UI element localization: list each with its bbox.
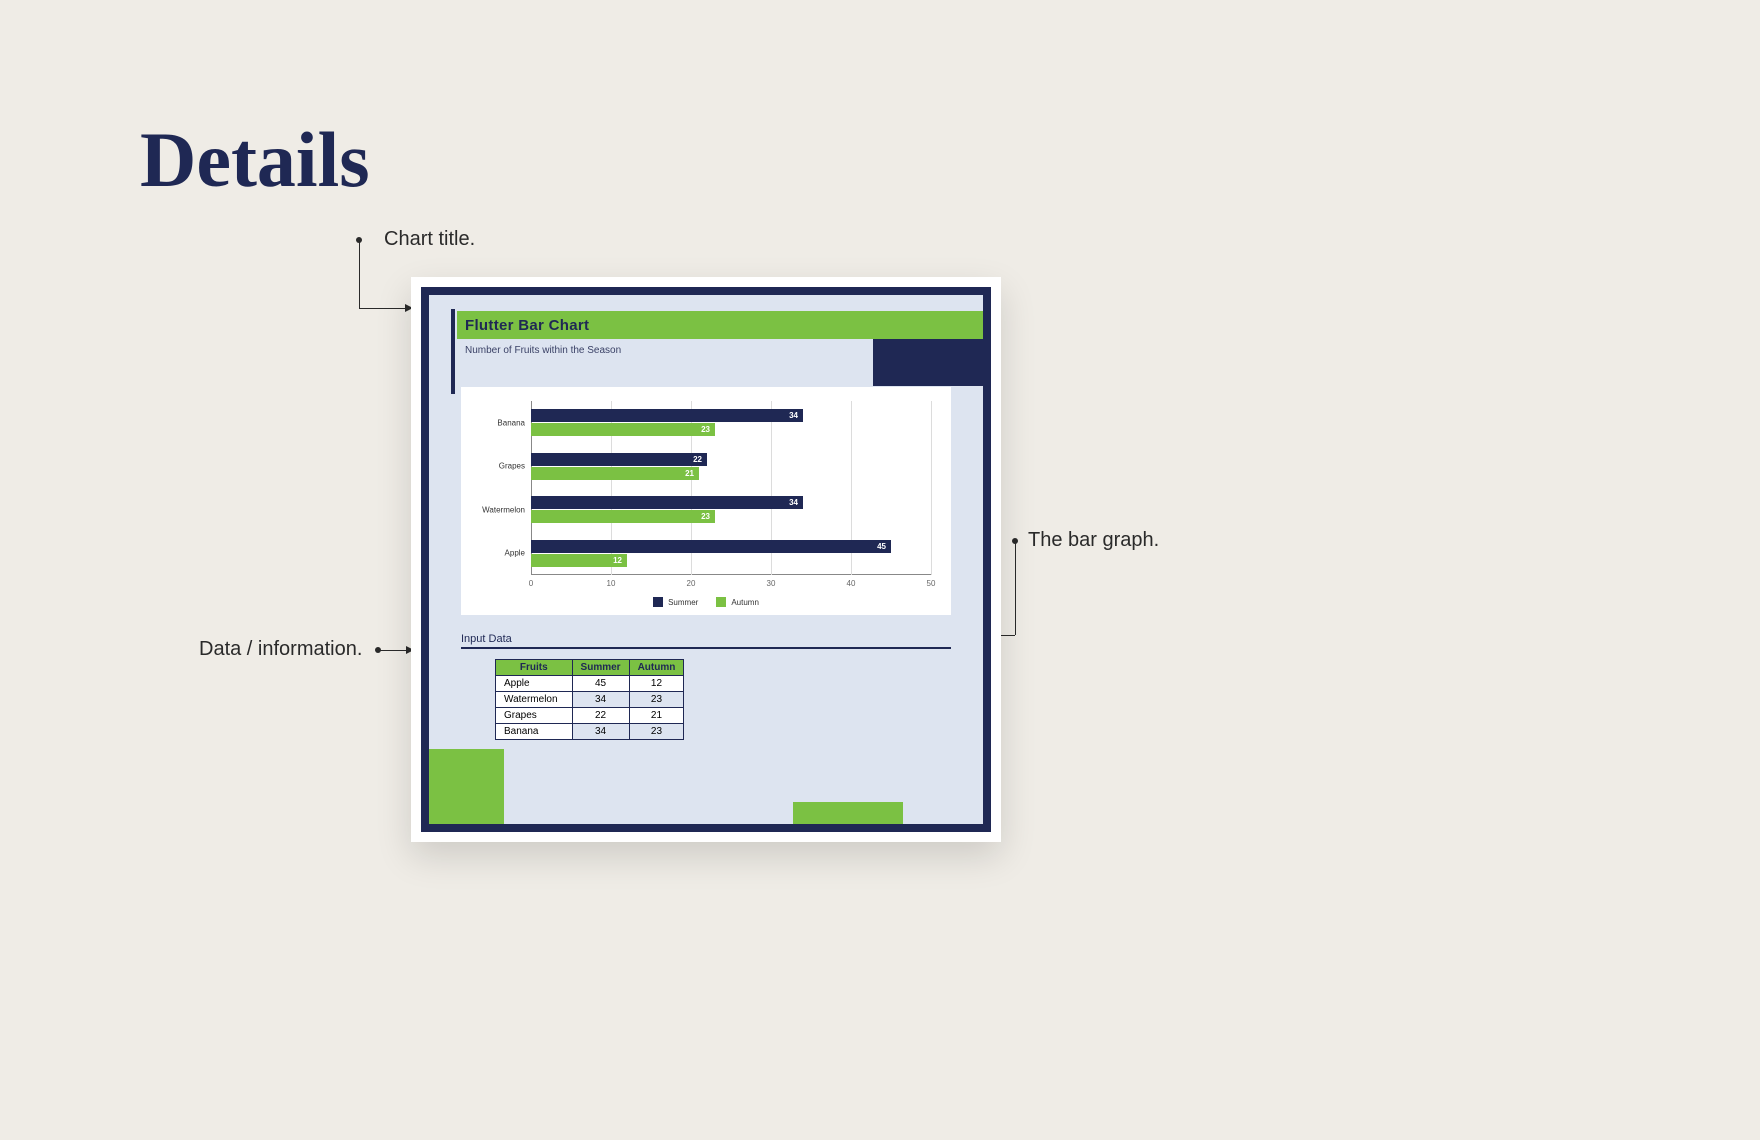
chart-title: Flutter Bar Chart — [465, 317, 589, 334]
category-label: Apple — [465, 549, 525, 558]
gridline — [931, 401, 932, 575]
legend-swatch — [716, 597, 726, 607]
chart-title-banner: Flutter Bar Chart — [457, 311, 983, 339]
chart-subtitle: Number of Fruits within the Season — [465, 345, 621, 356]
table-cell: 12 — [629, 676, 684, 692]
table-cell: 21 — [629, 708, 684, 724]
connector-line — [359, 308, 407, 309]
x-tick-label: 20 — [687, 579, 696, 588]
connector-line — [378, 650, 408, 651]
bar: 23 — [531, 423, 715, 436]
table-cell: Grapes — [496, 708, 573, 724]
decoration-bottom-right — [793, 802, 903, 824]
x-tick-label: 0 — [529, 579, 533, 588]
table-row: Banana3423 — [496, 724, 684, 740]
table-header-cell: Autumn — [629, 660, 684, 676]
table-header-cell: Fruits — [496, 660, 573, 676]
plot-area: 01020304050Banana3423Grapes2221Watermelo… — [531, 401, 931, 575]
table-cell: Banana — [496, 724, 573, 740]
decoration-top-right — [873, 331, 983, 386]
table-cell: 23 — [629, 692, 684, 708]
input-data-section: Input Data — [461, 633, 951, 649]
data-table: FruitsSummerAutumnApple4512Watermelon342… — [495, 659, 684, 740]
table-cell: 34 — [572, 692, 629, 708]
x-tick-label: 40 — [847, 579, 856, 588]
annotation-chart-title: Chart title. — [384, 228, 475, 251]
bar: 34 — [531, 409, 803, 422]
annotation-data-info: Data / information. — [199, 638, 362, 661]
bar: 45 — [531, 540, 891, 553]
decoration-bottom-left — [429, 749, 504, 824]
category-label: Watermelon — [465, 505, 525, 514]
input-data-rule — [461, 647, 951, 649]
table-cell: 34 — [572, 724, 629, 740]
x-tick-label: 10 — [607, 579, 616, 588]
legend-item: Summer — [653, 597, 698, 607]
bar: 34 — [531, 496, 803, 509]
title-left-rule — [451, 309, 455, 394]
legend-swatch — [653, 597, 663, 607]
bar: 12 — [531, 554, 627, 567]
legend-item: Autumn — [716, 597, 759, 607]
x-axis — [531, 574, 931, 575]
legend-label: Autumn — [731, 598, 759, 607]
table-row: Apple4512 — [496, 676, 684, 692]
table-cell: 22 — [572, 708, 629, 724]
card-inner: Flutter Bar Chart Number of Fruits withi… — [421, 287, 991, 832]
template-card: Flutter Bar Chart Number of Fruits withi… — [411, 277, 1001, 842]
table-cell: Watermelon — [496, 692, 573, 708]
table-row: Watermelon3423 — [496, 692, 684, 708]
connector-line — [1015, 541, 1016, 635]
category-label: Grapes — [465, 462, 525, 471]
x-tick-label: 30 — [767, 579, 776, 588]
table-row: Grapes2221 — [496, 708, 684, 724]
connector-line — [359, 240, 360, 308]
legend: Summer Autumn — [461, 597, 951, 607]
input-data-label: Input Data — [461, 633, 951, 647]
bar: 22 — [531, 453, 707, 466]
table-cell: Apple — [496, 676, 573, 692]
bar: 21 — [531, 467, 699, 480]
bar-chart: 01020304050Banana3423Grapes2221Watermelo… — [461, 387, 951, 615]
table-cell: 45 — [572, 676, 629, 692]
legend-label: Summer — [668, 598, 698, 607]
annotation-bar-graph: The bar graph. — [1028, 529, 1159, 552]
page-title: Details — [140, 115, 370, 205]
x-tick-label: 50 — [927, 579, 936, 588]
bar: 23 — [531, 510, 715, 523]
table-cell: 23 — [629, 724, 684, 740]
table-header-cell: Summer — [572, 660, 629, 676]
category-label: Banana — [465, 418, 525, 427]
